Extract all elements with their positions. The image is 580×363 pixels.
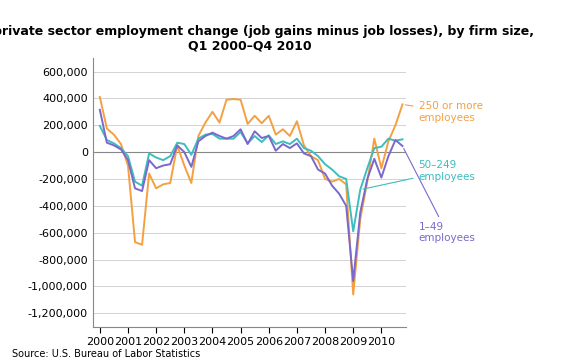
Text: 250 or more
employees: 250 or more employees bbox=[405, 101, 483, 123]
Title: Net private sector employment change (job gains minus job losses), by firm size,: Net private sector employment change (jo… bbox=[0, 25, 534, 53]
Text: 1–49
employees: 1–49 employees bbox=[404, 148, 476, 244]
Text: 50–249
employees: 50–249 employees bbox=[363, 160, 476, 189]
Text: Source: U.S. Bureau of Labor Statistics: Source: U.S. Bureau of Labor Statistics bbox=[12, 349, 200, 359]
